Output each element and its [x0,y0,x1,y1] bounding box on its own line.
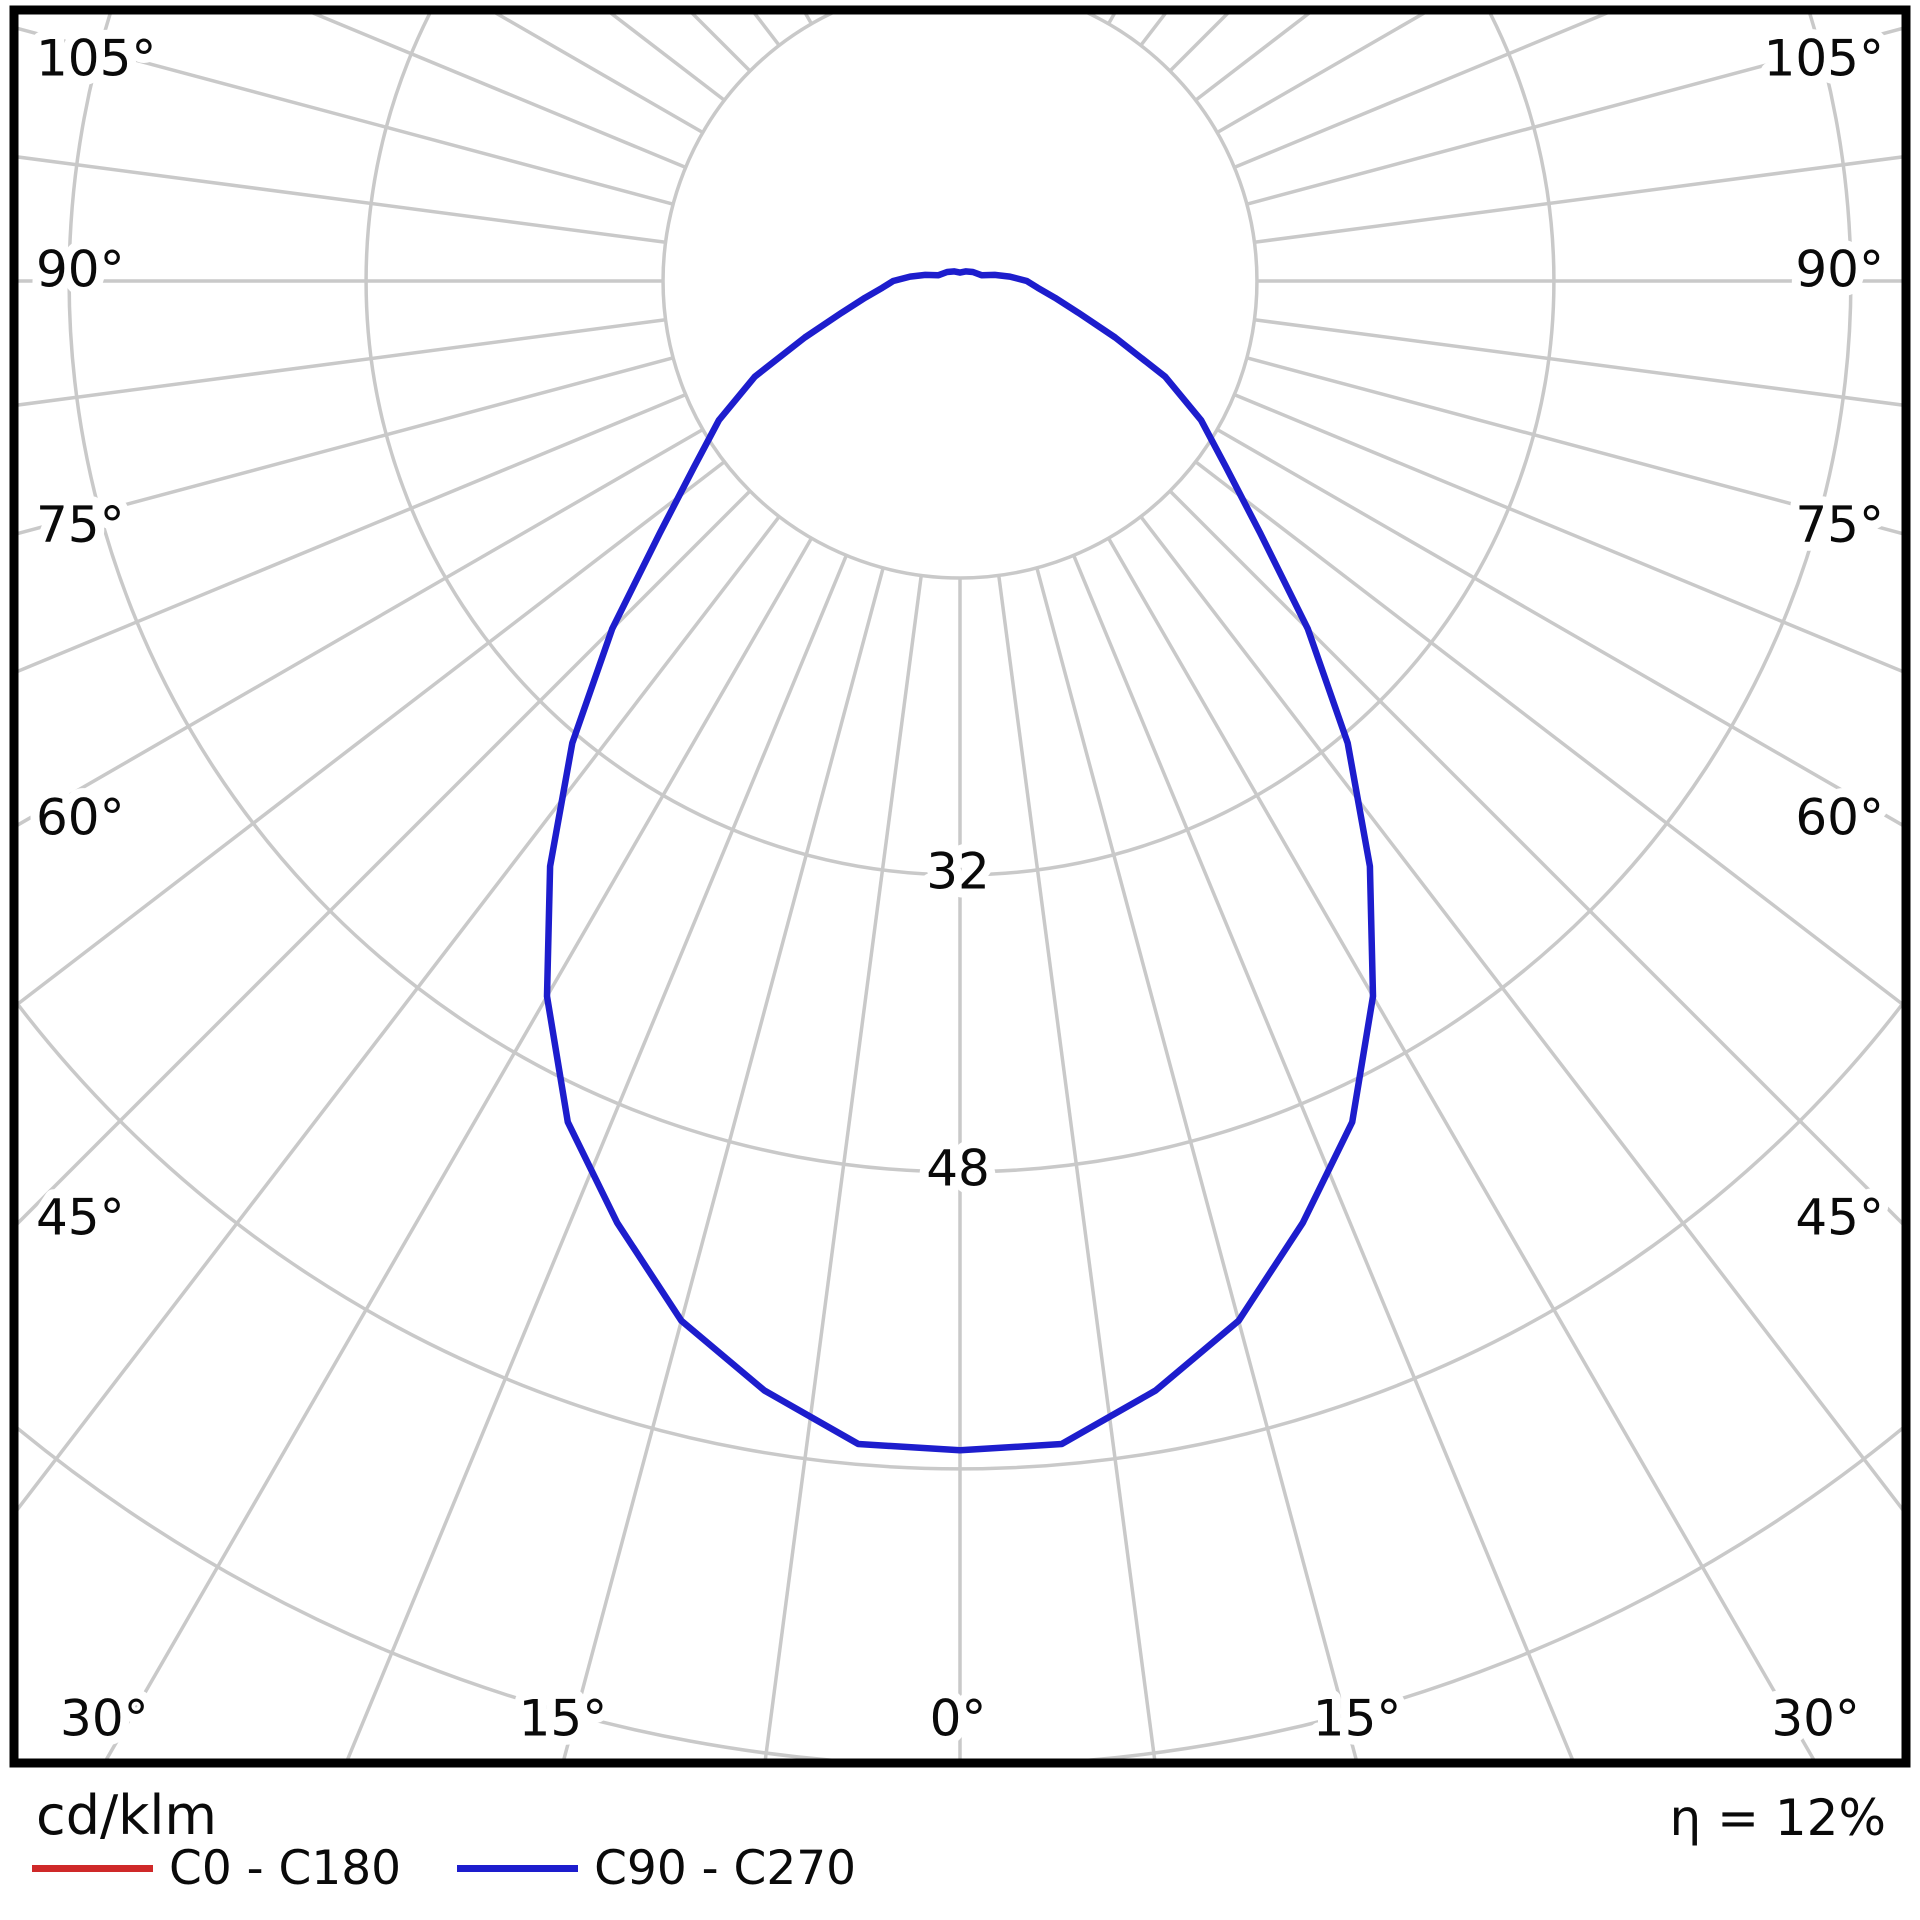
efficiency-label: η = 12% [1669,1789,1886,1847]
ray-285 [18,356,674,536]
ray-30 [1106,537,1816,1759]
ray-292.5 [18,393,687,673]
ray-97.5 [1254,155,1902,244]
angle-label-left-75: 75° [36,496,125,554]
c90-c270-curve [543,268,1377,1454]
ray-15 [1035,567,1358,1759]
legend-item-c0-c180: C0 - C180 [32,1845,401,1892]
ray-67.5 [1233,393,1902,673]
ray-345 [562,567,885,1759]
ray-112.5 [1233,14,1608,169]
legend-swatch-c0-c180 [32,1864,153,1872]
ray-337.5 [346,554,848,1759]
ray-52.5 [1194,460,1902,1006]
ring-label-48: 48 [926,1139,990,1197]
ring-16 [661,14,1259,580]
ray-322.5 [18,515,781,1511]
angle-label-right-30: 30° [1771,1690,1860,1748]
ray-82.5 [1254,318,1902,407]
ray-7.5 [997,575,1157,1759]
ray-315 [18,489,752,1225]
ray-37.5 [1139,515,1902,1511]
ray-255 [18,26,674,206]
ray-45 [1168,489,1902,1225]
angle-label-left-15: 15° [519,1690,608,1748]
legend-label-c0-c180: C0 - C180 [169,1840,402,1896]
ray-60 [1216,427,1902,827]
ray-105 [1246,26,1902,206]
ray-22.5 [1072,554,1574,1759]
angle-label-right-15: 15° [1313,1690,1402,1748]
angle-label-left-60: 60° [36,789,125,847]
angle-label-left-45: 45° [36,1189,125,1247]
ray-352.5 [763,575,923,1759]
ray-75 [1246,356,1902,536]
ray-277.5 [18,318,666,407]
legend-swatch-c90-c270 [457,1864,579,1872]
ray-300 [18,427,704,827]
ray-307.5 [18,460,726,1006]
angle-label-left-30: 30° [60,1690,149,1748]
chart-legend: C0 - C180 C90 - C270 [32,1840,856,1896]
angle-label-left-105: 105° [36,30,156,88]
angle-label-left-90: 90° [36,241,125,299]
angle-label-0: 0° [930,1690,987,1748]
angle-label-right-75: 75° [1795,496,1884,554]
angle-label-right-45: 45° [1795,1189,1884,1247]
ring-label-32: 32 [926,842,990,900]
ray-247.5 [312,14,687,169]
angle-label-right-105: 105° [1764,30,1884,88]
chart-labels: 32 48 0° 15° 15° 30° 30° 45° 45° 60° 60° 75° 75° 90° 9… [27,21,1893,1757]
legend-label-c90-c270: C90 - C270 [594,1840,857,1896]
ray-262.5 [18,155,666,244]
angle-label-right-60: 60° [1795,789,1884,847]
plot-frame [9,5,1911,1768]
angle-label-right-90: 90° [1795,241,1884,299]
ray-330 [104,537,814,1759]
legend-item-c90-c270: C90 - C270 [457,1845,856,1892]
units-label: cd/klm [36,1784,218,1847]
